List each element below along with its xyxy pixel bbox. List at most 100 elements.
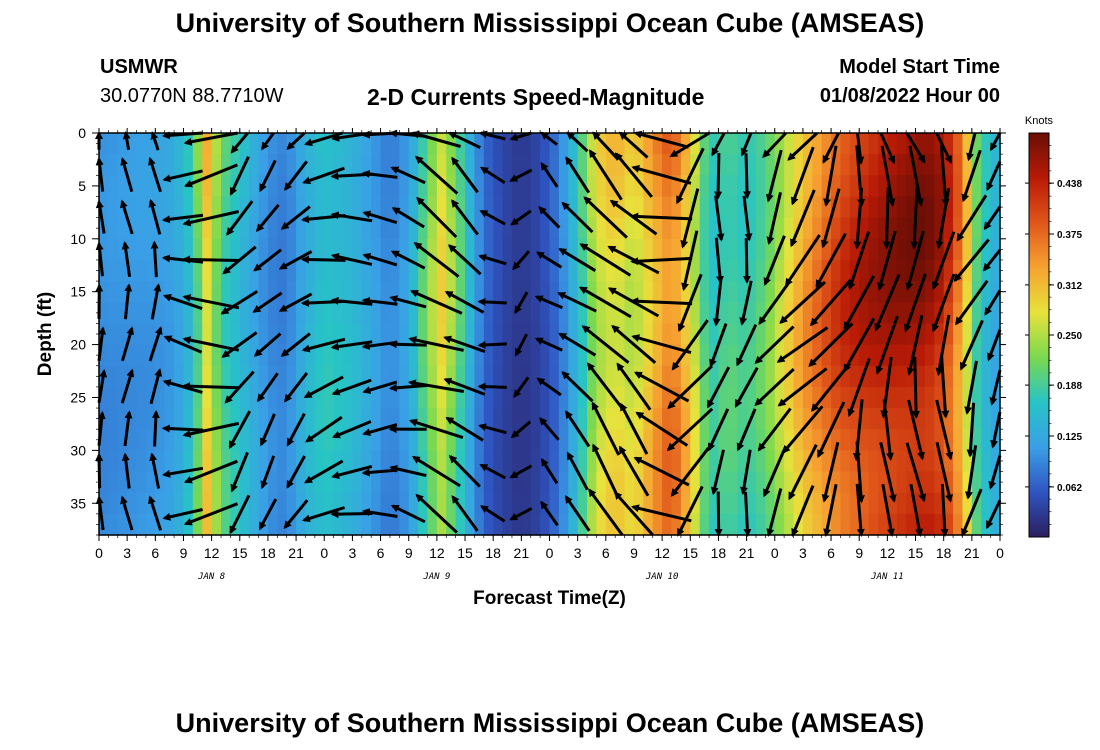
heat-cell (521, 450, 532, 473)
heat-cell (615, 154, 626, 176)
heat-cell (868, 365, 879, 388)
heat-cell (399, 408, 410, 430)
heat-cell (474, 386, 485, 409)
heat-cell (371, 259, 382, 282)
current-arrow (184, 163, 238, 188)
heat-cell (418, 386, 429, 409)
heat-cell (746, 513, 757, 536)
heat-cell (568, 492, 579, 515)
heat-cell (802, 492, 813, 515)
heat-cell (924, 471, 935, 494)
heat-cell (305, 259, 316, 282)
heat-cell (859, 302, 870, 325)
current-arrow (286, 455, 306, 489)
heat-cell (183, 344, 194, 367)
heat-cell (718, 238, 729, 261)
current-arrow (940, 356, 950, 419)
heat-cell (896, 259, 907, 282)
heat-cell (483, 133, 494, 155)
heat-cell (840, 408, 851, 430)
heat-cell (709, 365, 720, 388)
heat-cell (727, 450, 738, 473)
x-tick-label: 12 (204, 545, 220, 561)
current-arrow (675, 147, 705, 205)
heat-cell (643, 386, 654, 409)
heat-cell (990, 513, 1001, 536)
heat-cell (277, 196, 288, 219)
heat-cell (183, 259, 194, 282)
heat-cell (887, 175, 898, 198)
heat-cell (174, 302, 185, 325)
current-arrow (540, 500, 559, 527)
heat-cell (530, 492, 541, 515)
heat-cell (286, 344, 297, 367)
heat-cell (511, 217, 522, 240)
heat-cell (802, 386, 813, 409)
current-arrow (935, 187, 951, 250)
heat-cell (117, 259, 128, 282)
heat-cell (784, 133, 795, 155)
heat-cell (530, 238, 541, 261)
current-arrow (260, 132, 275, 151)
heat-cell (643, 133, 654, 155)
heat-cell (662, 133, 673, 155)
heat-cell (296, 238, 307, 261)
heat-cell (868, 196, 879, 219)
current-arrow (444, 290, 485, 314)
heat-cell (831, 492, 842, 515)
heat-cell (962, 196, 973, 219)
heat-cell (164, 175, 175, 198)
heat-cell (962, 238, 973, 261)
x-tick-label: 21 (288, 545, 304, 561)
current-arrow (743, 153, 752, 200)
heat-cell (267, 471, 278, 494)
heat-cell (211, 302, 222, 325)
heat-cell (868, 450, 879, 473)
heat-cell (821, 471, 832, 494)
heat-cell (389, 302, 400, 325)
heat-cell (136, 281, 147, 303)
heat-cell (615, 365, 626, 388)
heat-cell (511, 429, 522, 451)
heat-cell (483, 302, 494, 325)
heat-cell (314, 133, 325, 155)
heat-cell (831, 513, 842, 536)
heat-cell (436, 281, 447, 303)
current-arrow (714, 491, 723, 537)
heat-cell (511, 175, 522, 198)
heat-cell (436, 238, 447, 261)
heat-cell (962, 154, 973, 176)
heat-cell (361, 175, 372, 198)
heat-cell (906, 429, 917, 451)
heat-cell (211, 513, 222, 536)
heat-cell (249, 492, 260, 515)
current-arrow (766, 488, 783, 537)
heat-cell (558, 302, 569, 325)
current-arrow (480, 166, 506, 184)
heat-cell (455, 386, 466, 409)
heat-cell (221, 323, 231, 346)
heat-cell (793, 492, 804, 515)
heat-cell (343, 302, 354, 325)
heat-cell (136, 217, 147, 240)
heat-cell (239, 344, 250, 367)
heat-cell (643, 238, 654, 261)
heat-cell (831, 429, 842, 451)
heat-cell (333, 365, 344, 388)
heat-cell (267, 344, 278, 367)
heat-cell (174, 175, 185, 198)
heat-cell (145, 471, 156, 494)
current-arrow (361, 169, 398, 179)
current-arrow (226, 200, 254, 236)
heat-cell (117, 429, 128, 451)
heat-cell (333, 323, 344, 346)
heat-cell (802, 513, 813, 536)
heat-cell (296, 259, 307, 282)
heat-cell (793, 365, 804, 388)
heat-cell (558, 175, 569, 198)
heat-cell (145, 450, 156, 473)
heat-cell (343, 238, 354, 261)
heat-cell (971, 429, 982, 451)
heat-cell (981, 154, 992, 176)
heat-cell (286, 154, 297, 176)
